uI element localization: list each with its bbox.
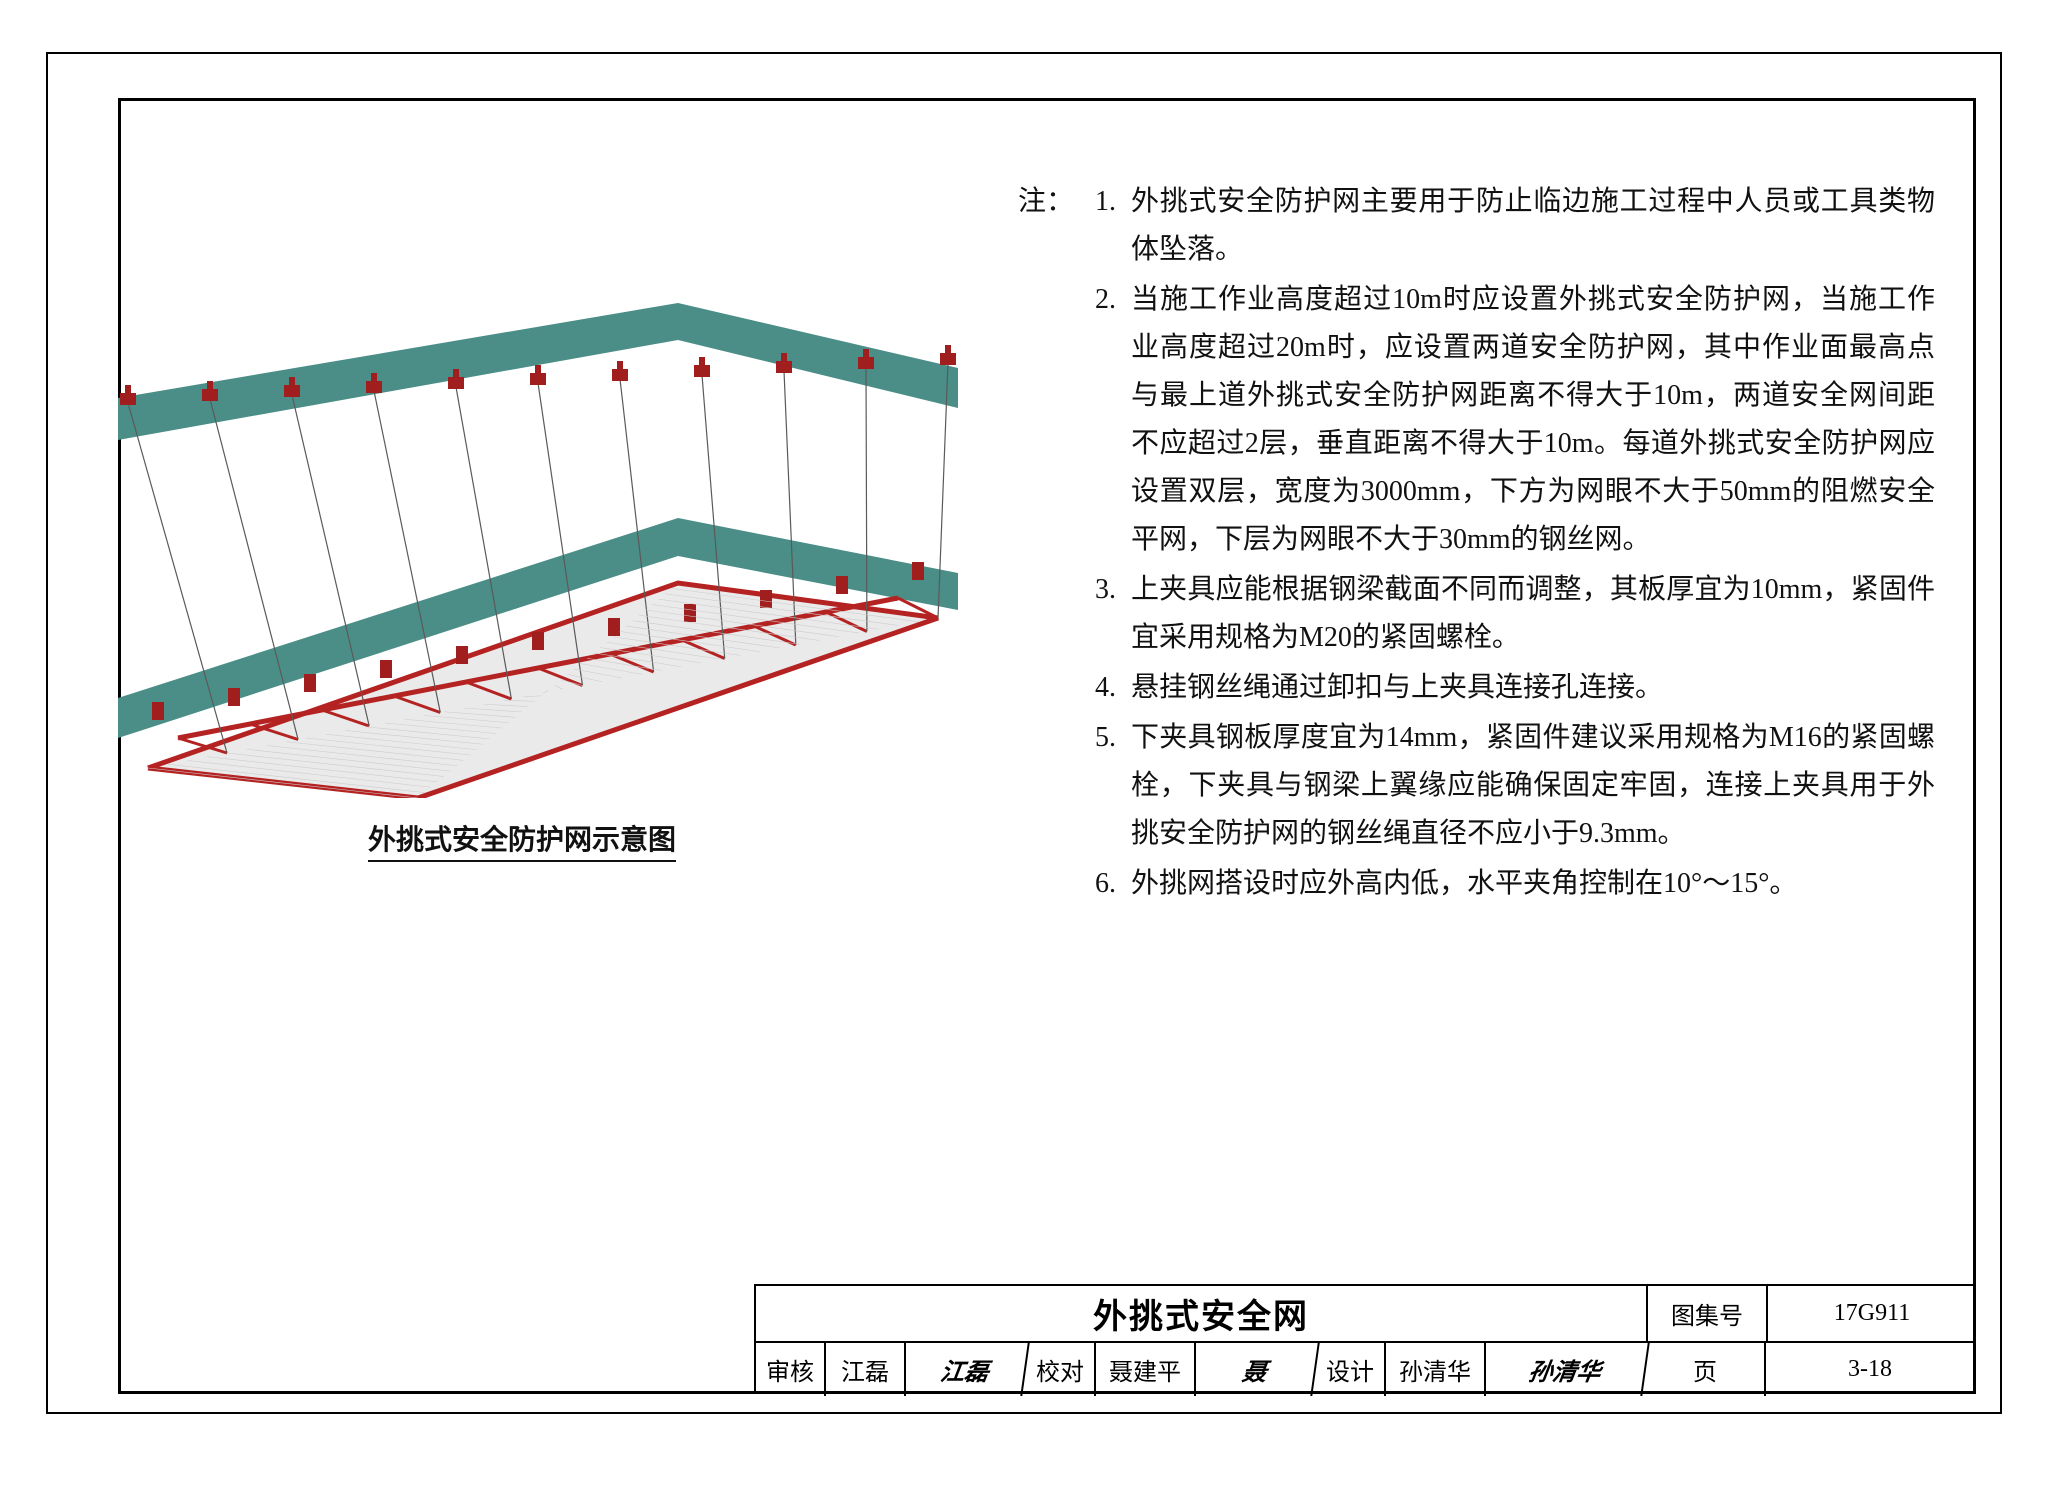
note-number: 4. [1095, 664, 1131, 712]
title-block: 外挑式安全网 图集号 17G911 审核 江磊 江磊 校对 聂建平 聂 设计 孙… [754, 1284, 1976, 1394]
check-label: 校对 [1026, 1343, 1096, 1396]
note-number: 3. [1095, 566, 1131, 662]
note-text: 外挑式安全防护网主要用于防止临边施工过程中人员或工具类物体坠落。 [1131, 178, 1935, 274]
note-item: 4.悬挂钢丝绳通过卸扣与上夹具连接孔连接。 [1095, 664, 1935, 712]
note-item: 3.上夹具应能根据钢梁截面不同而调整，其板厚宜为10mm，紧固件宜采用规格为M2… [1095, 566, 1935, 662]
drawing-title: 外挑式安全网 [756, 1286, 1648, 1341]
note-text: 悬挂钢丝绳通过卸扣与上夹具连接孔连接。 [1131, 664, 1935, 712]
check-signature: 聂 [1192, 1343, 1319, 1396]
diagram-svg [118, 268, 958, 798]
note-number: 1. [1095, 178, 1131, 274]
design-signature: 孙清华 [1482, 1343, 1649, 1396]
check-name: 聂建平 [1096, 1343, 1196, 1396]
titleblock-row-top: 外挑式安全网 图集号 17G911 [756, 1286, 1976, 1341]
notes-label: 注： [1018, 178, 1088, 226]
notes-list: 1.外挑式安全防护网主要用于防止临边施工过程中人员或工具类物体坠落。2.当施工作… [1095, 178, 1935, 910]
note-number: 5. [1095, 714, 1131, 858]
album-label: 图集号 [1648, 1286, 1768, 1341]
design-name: 孙清华 [1386, 1343, 1486, 1396]
note-text: 下夹具钢板厚度宜为14mm，紧固件建议采用规格为M16的紧固螺栓，下夹具与钢梁上… [1131, 714, 1935, 858]
note-item: 1.外挑式安全防护网主要用于防止临边施工过程中人员或工具类物体坠落。 [1095, 178, 1935, 274]
page-label: 页 [1646, 1343, 1766, 1396]
drawing-sheet: 外挑式安全防护网示意图 注： 1.外挑式安全防护网主要用于防止临边施工过程中人员… [0, 0, 2048, 1486]
note-item: 5.下夹具钢板厚度宜为14mm，紧固件建议采用规格为M16的紧固螺栓，下夹具与钢… [1095, 714, 1935, 858]
page-number: 3-18 [1766, 1343, 1974, 1396]
review-signature: 江磊 [902, 1343, 1029, 1396]
diagram-caption: 外挑式安全防护网示意图 [368, 818, 676, 862]
note-item: 6.外挑网搭设时应外高内低，水平夹角控制在10°～15°。 [1095, 860, 1935, 908]
note-text: 上夹具应能根据钢梁截面不同而调整，其板厚宜为10mm，紧固件宜采用规格为M20的… [1131, 566, 1935, 662]
note-text: 当施工作业高度超过10m时应设置外挑式安全防护网，当施工作业高度超过20m时，应… [1131, 276, 1935, 564]
note-number: 6. [1095, 860, 1131, 908]
notes-block: 注： 1.外挑式安全防护网主要用于防止临边施工过程中人员或工具类物体坠落。2.当… [1018, 178, 1938, 910]
content-area: 外挑式安全防护网示意图 注： 1.外挑式安全防护网主要用于防止临边施工过程中人员… [118, 98, 1976, 1394]
safety-net-diagram [118, 268, 958, 798]
review-name: 江磊 [826, 1343, 906, 1396]
note-item: 2.当施工作业高度超过10m时应设置外挑式安全防护网，当施工作业高度超过20m时… [1095, 276, 1935, 564]
design-label: 设计 [1316, 1343, 1386, 1396]
note-number: 2. [1095, 276, 1131, 564]
album-number: 17G911 [1768, 1286, 1976, 1341]
note-text: 外挑网搭设时应外高内低，水平夹角控制在10°～15°。 [1131, 860, 1935, 908]
review-label: 审核 [756, 1343, 826, 1396]
titleblock-row-bottom: 审核 江磊 江磊 校对 聂建平 聂 设计 孙清华 孙清华 页 3-18 [756, 1341, 1976, 1396]
